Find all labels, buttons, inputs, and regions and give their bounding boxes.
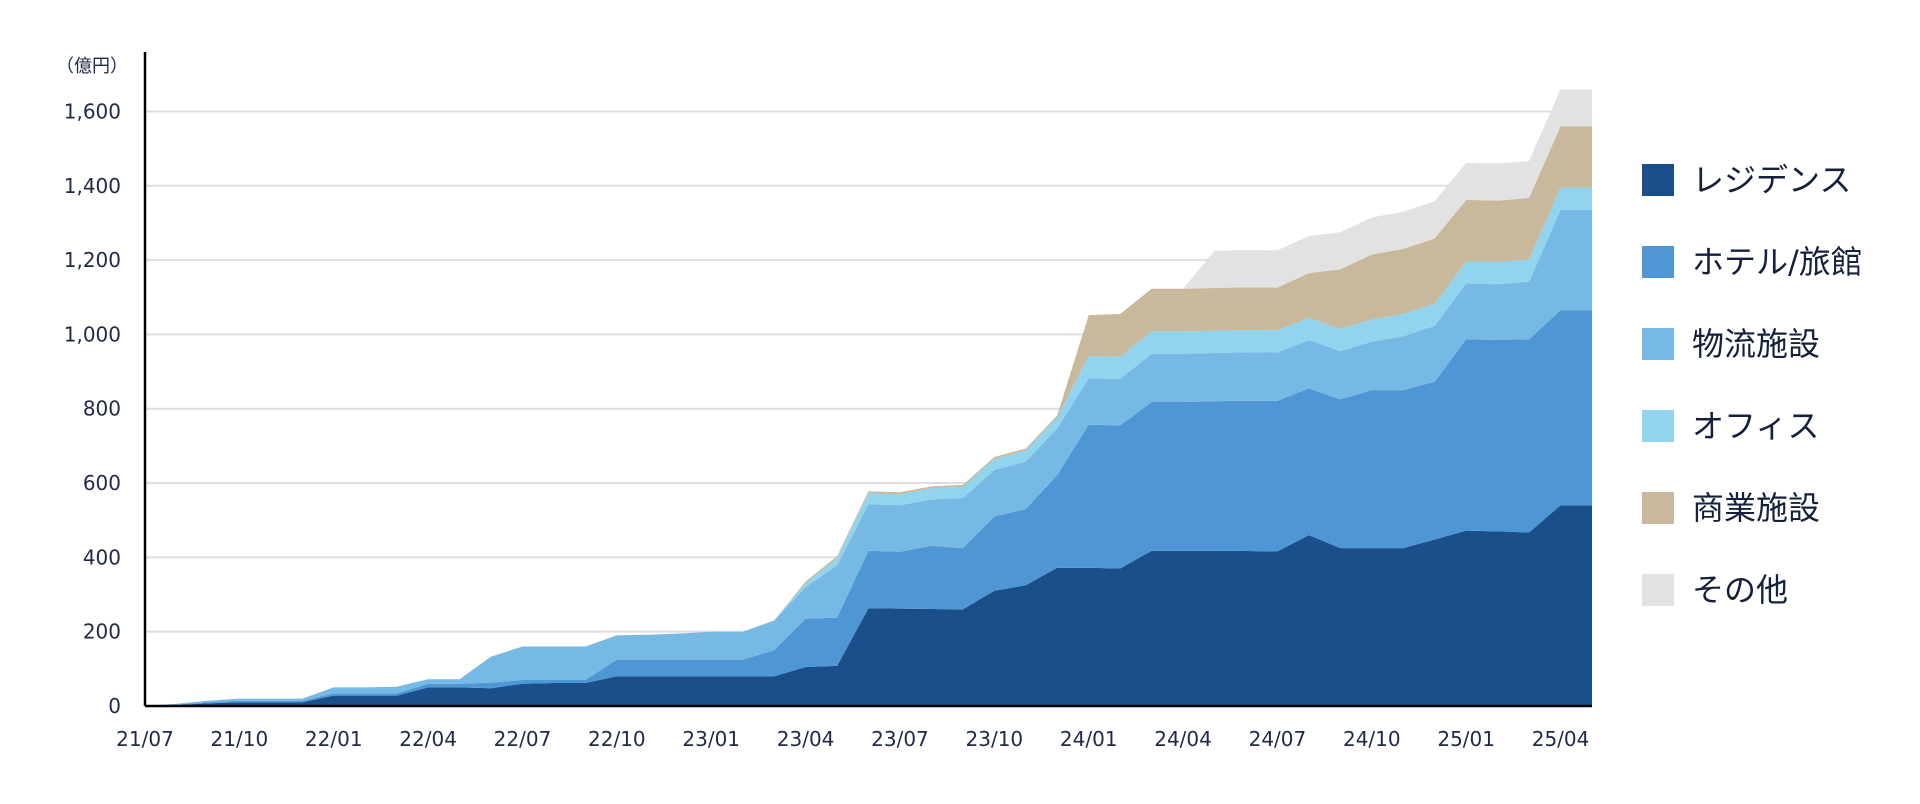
legend-swatch [1642, 328, 1674, 360]
legend-swatch [1642, 492, 1674, 524]
legend-label: レジデンス [1692, 161, 1851, 199]
y-tick-label: 1,600 [64, 99, 121, 123]
legend-label: 商業施設 [1692, 489, 1820, 527]
x-tick-label: 24/01 [1060, 727, 1118, 751]
legend-swatch [1642, 574, 1674, 606]
y-tick-label: 200 [83, 620, 121, 644]
area-series-2 [145, 310, 1592, 706]
y-tick-label: 600 [83, 471, 121, 495]
y-tick-label: 1,400 [64, 174, 121, 198]
legend-swatch [1642, 246, 1674, 278]
x-tick-label: 23/04 [777, 727, 835, 751]
y-axis-unit-label: （億円） [56, 56, 128, 77]
y-tick-label: 800 [83, 397, 121, 421]
legend-label: オフィス [1692, 407, 1819, 445]
area-series [145, 89, 1592, 707]
y-tick-label: 400 [83, 545, 121, 569]
legend-label: その他 [1692, 571, 1788, 609]
x-tick-label: 24/07 [1249, 727, 1307, 751]
x-tick-label: 21/10 [211, 727, 269, 751]
legend-label: 物流施設 [1692, 325, 1820, 363]
x-tick-label: 23/07 [871, 727, 929, 751]
x-tick-label: 22/10 [588, 727, 646, 751]
x-tick-label: 23/10 [966, 727, 1024, 751]
gridlines [145, 110, 1592, 633]
x-tick-label: 22/04 [399, 727, 457, 751]
area-series-1 [145, 505, 1592, 706]
y-tick-label: 1,200 [64, 248, 121, 272]
axes: 0 200 400 600 800 1,000 1,200 1,400 1,600 21/07 21… [64, 52, 1592, 751]
x-tick-label: 22/07 [494, 727, 552, 751]
legend-label: ホテル/旅館 [1692, 243, 1863, 281]
y-tick-label: 1,000 [64, 322, 121, 346]
x-tick-label: 24/10 [1343, 727, 1401, 751]
x-tick-label: 23/01 [682, 727, 740, 751]
x-tick-label: 25/01 [1437, 727, 1495, 751]
x-tick-label: 22/01 [305, 727, 363, 751]
x-tick-label: 25/04 [1532, 727, 1590, 751]
y-tick-label: 0 [108, 694, 121, 718]
x-tick-label: 21/07 [116, 727, 174, 751]
legend-swatch [1642, 164, 1674, 196]
legend-swatch [1642, 410, 1674, 442]
x-tick-label: 24/04 [1154, 727, 1212, 751]
